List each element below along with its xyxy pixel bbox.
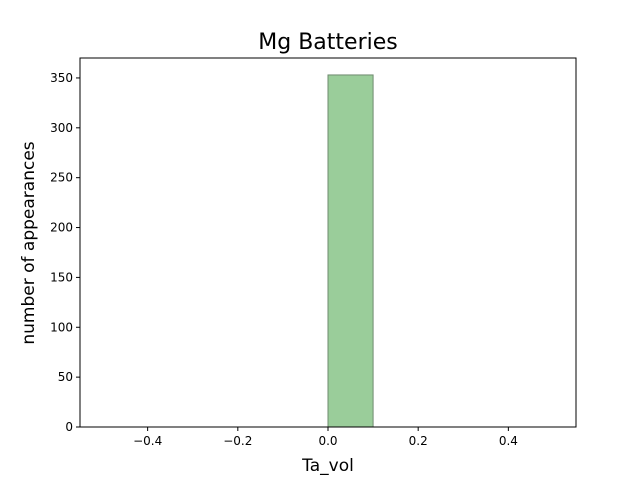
y-tick-label: 0 <box>65 420 73 434</box>
x-axis-label: Ta_vol <box>301 456 354 476</box>
y-axis-label: number of appearances <box>19 141 39 344</box>
y-tick-label: 200 <box>50 221 73 235</box>
plot-frame <box>79 57 577 428</box>
y-axis-ticks: 0 50 100 150 200 250 300 350 <box>50 71 80 434</box>
bars-group <box>327 74 374 428</box>
y-tick-label: 350 <box>50 71 73 85</box>
histogram-bar <box>327 74 374 428</box>
x-tick-label: 0.4 <box>499 434 518 448</box>
y-tick-label: 50 <box>58 370 73 384</box>
x-tick-label: −0.4 <box>133 434 162 448</box>
x-tick-label: −0.2 <box>223 434 252 448</box>
x-tick-label: 0.0 <box>318 434 337 448</box>
y-tick-label: 250 <box>50 171 73 185</box>
y-tick-label: 150 <box>50 270 73 284</box>
x-tick-label: 0.2 <box>409 434 428 448</box>
y-tick-label: 300 <box>50 121 73 135</box>
x-axis-ticks: −0.4 −0.2 0.0 0.2 0.4 <box>133 427 518 448</box>
y-tick-label: 100 <box>50 320 73 334</box>
chart-title: Mg Batteries <box>258 30 397 55</box>
